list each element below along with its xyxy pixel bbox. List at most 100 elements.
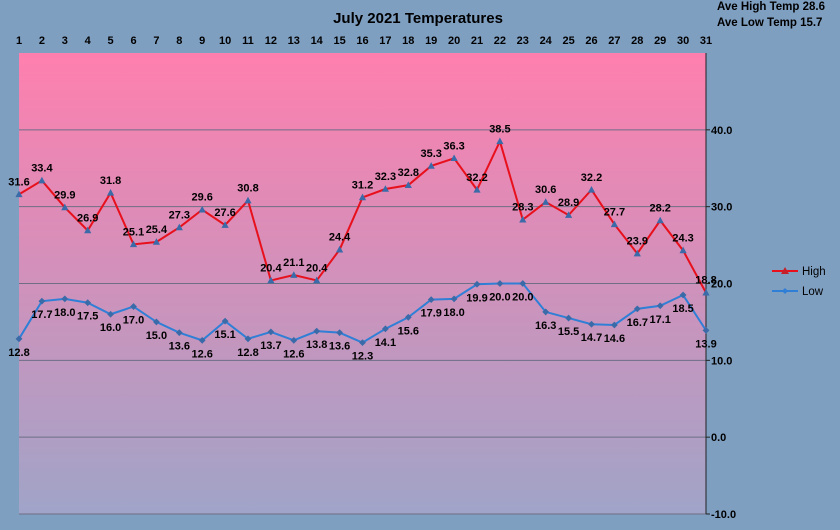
low-data-label: 13.9 bbox=[695, 338, 716, 350]
high-data-label: 29.9 bbox=[54, 189, 75, 201]
low-point bbox=[267, 328, 275, 336]
low-data-label: 20.0 bbox=[489, 292, 510, 304]
high-data-label: 24.3 bbox=[672, 232, 693, 244]
low-point bbox=[588, 320, 595, 328]
y-tick-label: 0.0 bbox=[711, 432, 726, 444]
low-data-label: 17.5 bbox=[77, 311, 98, 323]
low-point bbox=[427, 296, 435, 304]
low-point bbox=[313, 327, 321, 335]
low-data-label: 12.3 bbox=[352, 351, 373, 363]
high-data-label: 31.8 bbox=[100, 175, 121, 187]
high-data-label: 30.6 bbox=[535, 184, 556, 196]
low-point bbox=[702, 326, 710, 334]
low-data-label: 18.0 bbox=[443, 307, 464, 319]
low-point bbox=[38, 297, 46, 305]
high-point bbox=[244, 196, 252, 204]
high-point bbox=[633, 249, 641, 257]
high-data-label: 24.4 bbox=[329, 232, 351, 244]
low-data-label: 14.7 bbox=[581, 332, 602, 344]
legend-low-label: Low bbox=[802, 286, 824, 298]
high-data-label: 38.5 bbox=[489, 123, 510, 135]
x-tick-label: 31 bbox=[700, 35, 712, 47]
high-data-label: 32.3 bbox=[375, 171, 396, 183]
high-point bbox=[381, 185, 389, 192]
x-tick-label: 10 bbox=[219, 35, 231, 47]
x-tick-label: 19 bbox=[425, 35, 437, 47]
high-data-label: 27.3 bbox=[169, 209, 190, 221]
high-point bbox=[404, 181, 412, 188]
low-point bbox=[359, 339, 366, 347]
legend-item-low[interactable]: Low bbox=[772, 286, 824, 298]
legend-high-label: High bbox=[802, 266, 826, 278]
high-data-label: 20.4 bbox=[260, 262, 282, 274]
x-tick-label: 30 bbox=[677, 35, 689, 47]
low-point bbox=[130, 303, 137, 310]
legend: High Low bbox=[772, 266, 826, 298]
high-data-label: 28.9 bbox=[558, 197, 579, 209]
high-data-label: 25.1 bbox=[123, 226, 144, 238]
x-tick-label: 14 bbox=[311, 35, 324, 47]
low-point bbox=[290, 336, 298, 344]
axes: 40.030.020.010.00.0-10.01 2 3 4 5 6 7 8 9 10 11 12 1… bbox=[16, 35, 736, 521]
low-point bbox=[244, 335, 252, 343]
low-data-label: 16.3 bbox=[535, 320, 556, 332]
low-point bbox=[153, 318, 160, 326]
x-tick-label: 4 bbox=[85, 35, 92, 47]
x-tick-label: 15 bbox=[333, 35, 345, 47]
x-tick-label: 9 bbox=[199, 35, 205, 47]
legend-high-marker bbox=[781, 267, 789, 274]
high-point bbox=[450, 154, 458, 162]
high-data-label: 29.6 bbox=[191, 192, 212, 204]
x-tick-label: 2 bbox=[39, 35, 45, 47]
low-point bbox=[565, 314, 572, 322]
high-point bbox=[358, 193, 367, 201]
low-point bbox=[473, 280, 481, 288]
ave-low-stat: Ave Low Temp 15.7 bbox=[717, 17, 822, 29]
low-point bbox=[61, 295, 69, 303]
high-data-label: 31.2 bbox=[352, 179, 373, 191]
high-point bbox=[175, 223, 183, 231]
low-data-label: 18.5 bbox=[672, 303, 693, 315]
low-point bbox=[404, 313, 412, 321]
x-tick-label: 26 bbox=[585, 35, 597, 47]
low-point bbox=[542, 308, 550, 316]
high-point bbox=[473, 185, 481, 193]
low-data-label: 12.6 bbox=[283, 348, 304, 360]
x-tick-label: 20 bbox=[448, 35, 460, 47]
low-data-label: 12.8 bbox=[237, 347, 258, 359]
low-data-label: 12.6 bbox=[191, 348, 212, 360]
low-point bbox=[107, 310, 114, 318]
low-point bbox=[496, 280, 504, 287]
high-point bbox=[107, 189, 115, 196]
high-point bbox=[221, 221, 229, 228]
low-data-label: 17.0 bbox=[123, 315, 144, 327]
high-point bbox=[496, 137, 504, 145]
low-data-label: 17.9 bbox=[420, 308, 441, 320]
high-point bbox=[61, 203, 69, 211]
high-data-label: 26.9 bbox=[77, 212, 98, 224]
x-tick-label: 6 bbox=[130, 35, 136, 47]
chart-title: July 2021 Temperatures bbox=[333, 10, 503, 27]
high-point bbox=[587, 185, 596, 193]
legend-item-high[interactable]: High bbox=[772, 266, 826, 278]
low-data-label: 15.6 bbox=[398, 325, 419, 337]
high-point bbox=[336, 245, 344, 253]
high-point bbox=[152, 238, 160, 245]
x-tick-label: 5 bbox=[108, 35, 114, 47]
x-tick-label: 3 bbox=[62, 35, 68, 47]
low-point bbox=[382, 325, 389, 333]
y-tick-label: -10.0 bbox=[711, 509, 736, 521]
data-labels: 31.633.4 29.926.9 31.8 25.1 25.427.329.627.6… bbox=[8, 123, 716, 362]
high-data-label: 28.2 bbox=[649, 202, 670, 214]
high-data-label: 18.8 bbox=[695, 275, 716, 287]
x-tick-label: 25 bbox=[562, 35, 574, 47]
low-data-label: 13.6 bbox=[169, 341, 190, 353]
x-tick-label: 13 bbox=[288, 35, 300, 47]
low-point bbox=[198, 336, 206, 344]
high-point bbox=[656, 216, 664, 224]
low-data-label: 12.8 bbox=[8, 347, 29, 359]
high-point bbox=[519, 215, 527, 223]
high-data-label: 27.6 bbox=[214, 207, 235, 219]
x-tick-label: 22 bbox=[494, 35, 506, 47]
